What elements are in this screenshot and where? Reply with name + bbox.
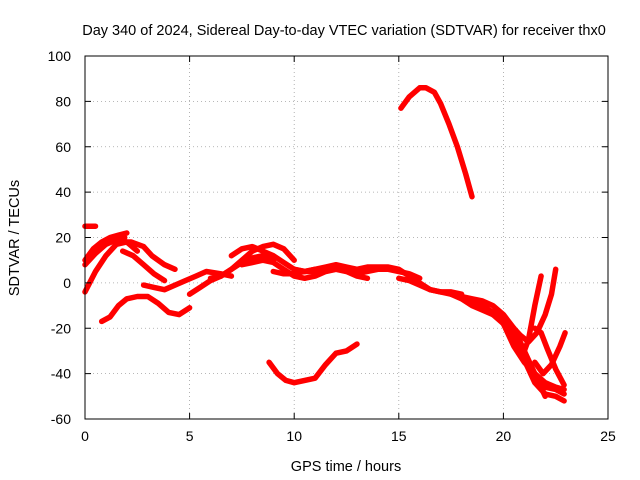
x-tick-label: 0 (81, 428, 89, 444)
x-tick-label: 10 (286, 428, 302, 444)
series-line-track-2 (82, 230, 130, 263)
series-group (82, 85, 568, 404)
y-tick-label: 80 (55, 93, 71, 109)
y-tick-label: 40 (55, 184, 71, 200)
series-line-track-24 (532, 325, 567, 388)
series-line-track-6 (117, 239, 178, 273)
x-tick-label: 20 (496, 428, 512, 444)
series-line-track-14 (291, 264, 423, 282)
series-line-track-8 (140, 268, 235, 293)
y-tick-label: -20 (51, 320, 71, 336)
x-tick-label: 15 (391, 428, 407, 444)
grid (85, 56, 608, 419)
series-line-track-7 (119, 248, 168, 284)
y-tick-label: 60 (55, 139, 71, 155)
series-line-track-16 (398, 85, 475, 200)
y-tick-label: -40 (51, 366, 71, 382)
y-tick-label: 20 (55, 230, 71, 246)
series-line-track-15 (266, 341, 360, 386)
y-axis-label: SDTVAR / TECUs (7, 180, 23, 296)
axis-ticks: 0 5 10 15 20 25 -60 -40 -20 0 20 40 60 80 100 (48, 48, 616, 444)
y-tick-label: 0 (63, 275, 71, 291)
series-line-track-21 (490, 273, 544, 354)
y-tick-label: 100 (48, 48, 72, 64)
series-line-track-5 (98, 293, 193, 325)
x-tick-label: 25 (600, 428, 616, 444)
chart-title: Day 340 of 2024, Sidereal Day-to-day VTE… (82, 23, 606, 39)
series-line-track-10 (207, 241, 297, 282)
x-axis-label: GPS time / hours (291, 459, 401, 475)
series-line-track-3 (82, 234, 128, 268)
y-tick-label: -60 (51, 411, 71, 427)
x-tick-label: 5 (186, 428, 194, 444)
